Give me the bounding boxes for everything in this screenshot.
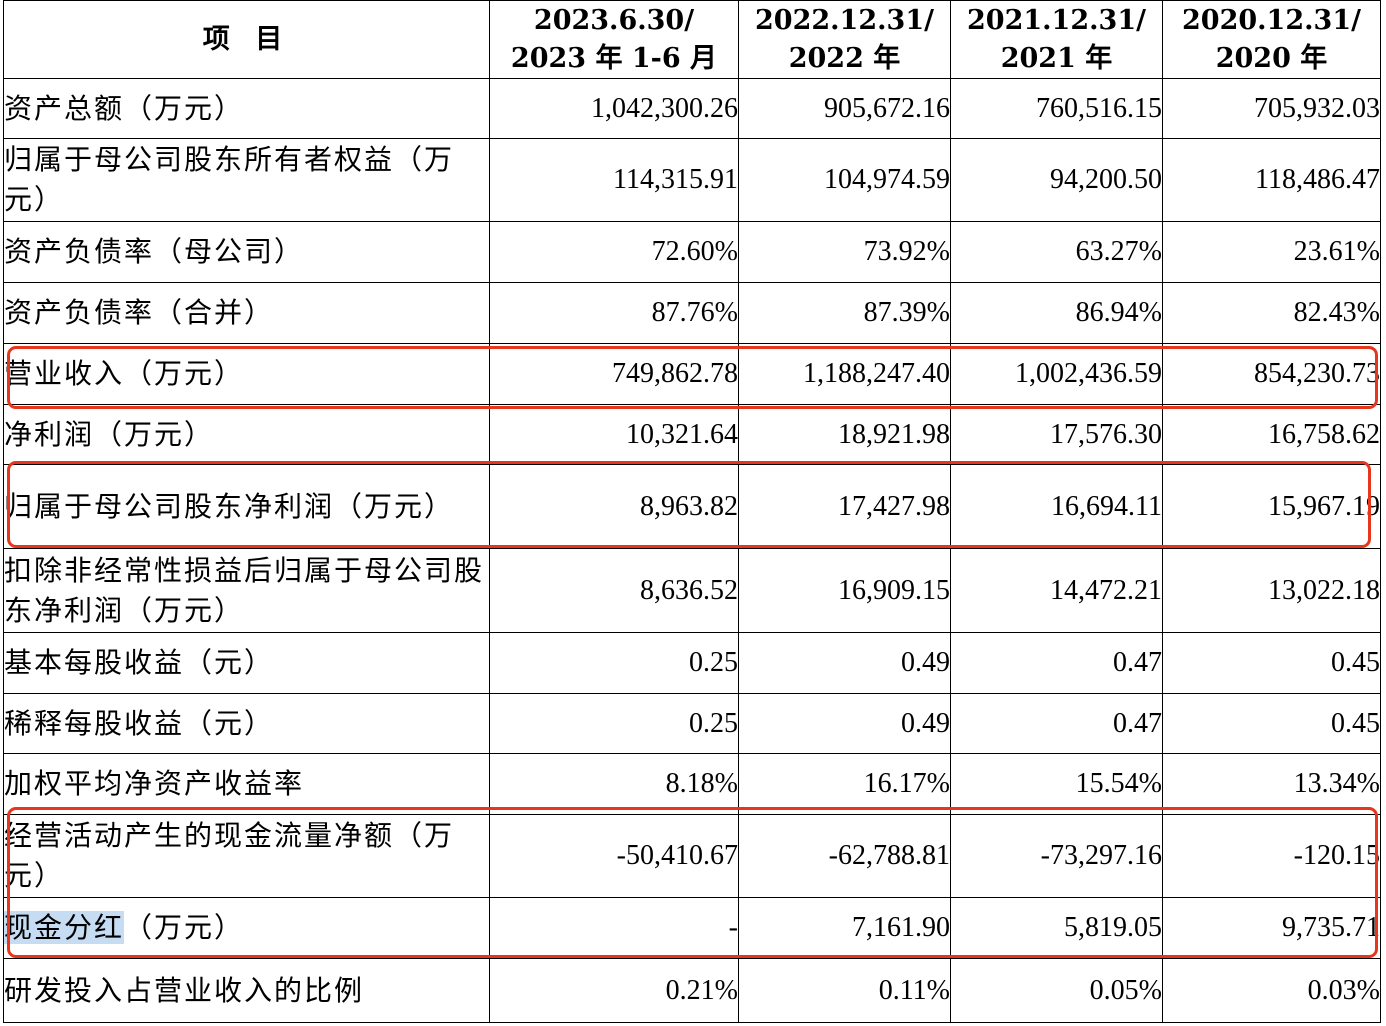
- cell-value: 94,200.50: [950, 138, 1163, 222]
- cell-value: 0.03%: [1162, 958, 1381, 1023]
- row-label: 扣除非经常性损益后归属于母公司股东净利润（万元）: [3, 548, 490, 633]
- cell-value: 72.60%: [489, 221, 739, 283]
- cell-value: 17,427.98: [738, 464, 951, 549]
- table-row: 基本每股收益（元） 0.25 0.49 0.47 0.45: [3, 632, 1381, 694]
- highlight-box-cashflow-dividend: [7, 807, 1378, 958]
- cell-value: -62,788.81: [738, 814, 951, 898]
- row-label: 营业收入（万元）: [3, 343, 490, 405]
- cell-value: 0.49: [738, 632, 951, 694]
- cell-value: 13,022.18: [1162, 548, 1381, 633]
- row-label: 净利润（万元）: [3, 404, 490, 465]
- cell-value: -: [489, 897, 739, 959]
- cell-value: 705,932.03: [1162, 78, 1381, 139]
- cell-value: 18,921.98: [738, 404, 951, 465]
- cell-value: 16,909.15: [738, 548, 951, 633]
- row-label: 资产总额（万元）: [3, 78, 490, 139]
- cell-value: 1,002,436.59: [950, 343, 1163, 405]
- cell-value: 0.45: [1162, 693, 1381, 754]
- row-label: 资产负债率（合并）: [3, 282, 490, 344]
- cell-value: -73,297.16: [950, 814, 1163, 898]
- row-label: 稀释每股收益（元）: [3, 693, 490, 754]
- cell-value: 15,967.19: [1162, 464, 1381, 549]
- cell-value: 13.34%: [1162, 753, 1381, 815]
- row-label: 资产负债率（母公司）: [3, 221, 490, 283]
- cell-value: 854,230.73: [1162, 343, 1381, 405]
- cell-value: 16.17%: [738, 753, 951, 815]
- cell-value: 749,862.78: [489, 343, 739, 405]
- table-row: 加权平均净资产收益率 8.18% 16.17% 15.54% 13.34%: [3, 753, 1381, 815]
- cell-value: 905,672.16: [738, 78, 951, 139]
- header-period: 2021.12.31/2021 年: [950, 0, 1163, 79]
- table-row: 经营活动产生的现金流量净额（万元） -50,410.67 -62,788.81 …: [3, 814, 1381, 898]
- cell-value: 8,636.52: [489, 548, 739, 633]
- cell-value: 0.45: [1162, 632, 1381, 694]
- row-label: 基本每股收益（元）: [3, 632, 490, 694]
- cell-value: 0.11%: [738, 958, 951, 1023]
- cell-value: 16,694.11: [950, 464, 1163, 549]
- table-row: 资产负债率（母公司） 72.60% 73.92% 63.27% 23.61%: [3, 221, 1381, 283]
- financial-data-table: 项 目 2023.6.30/2023 年 1-6 月 2022.12.31/20…: [3, 0, 1381, 1023]
- cell-value: 0.25: [489, 693, 739, 754]
- table-row: 归属于母公司股东所有者权益（万元） 114,315.91 104,974.59 …: [3, 138, 1381, 222]
- table-row: 现金分红（万元） - 7,161.90 5,819.05 9,735.71: [3, 897, 1381, 959]
- header-period: 2023.6.30/2023 年 1-6 月: [489, 0, 739, 79]
- cell-value: 15.54%: [950, 753, 1163, 815]
- highlight-box-net-profit-parent: [7, 461, 1371, 548]
- cell-value: 0.49: [738, 693, 951, 754]
- table-row: 资产负债率（合并） 87.76% 87.39% 86.94% 82.43%: [3, 282, 1381, 344]
- highlight-box-revenue: [7, 346, 1378, 409]
- table-row: 营业收入（万元） 749,862.78 1,188,247.40 1,002,4…: [3, 343, 1381, 405]
- header-period: 2022.12.31/2022 年: [738, 0, 951, 79]
- cell-value: 63.27%: [950, 221, 1163, 283]
- cell-value: 14,472.21: [950, 548, 1163, 633]
- row-label: 加权平均净资产收益率: [3, 753, 490, 815]
- cell-value: -120.15: [1162, 814, 1381, 898]
- cell-value: 118,486.47: [1162, 138, 1381, 222]
- selected-text[interactable]: 现金分红: [4, 911, 125, 944]
- cell-value: 17,576.30: [950, 404, 1163, 465]
- header-item: 项 目: [3, 0, 490, 79]
- cell-value: 87.39%: [738, 282, 951, 344]
- cell-value: 0.25: [489, 632, 739, 694]
- cell-value: 9,735.71: [1162, 897, 1381, 959]
- table-row: 净利润（万元） 10,321.64 18,921.98 17,576.30 16…: [3, 404, 1381, 465]
- cell-value: 73.92%: [738, 221, 951, 283]
- cell-value: 1,042,300.26: [489, 78, 739, 139]
- table-row: 研发投入占营业收入的比例 0.21% 0.11% 0.05% 0.03%: [3, 958, 1381, 1023]
- cell-value: 0.05%: [950, 958, 1163, 1023]
- row-label: 经营活动产生的现金流量净额（万元）: [3, 814, 490, 898]
- cell-value: 114,315.91: [489, 138, 739, 222]
- row-label: 现金分红（万元）: [3, 897, 490, 959]
- cell-value: 0.47: [950, 693, 1163, 754]
- table-row: 扣除非经常性损益后归属于母公司股东净利润（万元） 8,636.52 16,909…: [3, 548, 1381, 633]
- row-label-unit: （万元）: [124, 911, 245, 944]
- row-label: 归属于母公司股东净利润（万元）: [3, 464, 490, 549]
- cell-value: 87.76%: [489, 282, 739, 344]
- cell-value: 0.21%: [489, 958, 739, 1023]
- cell-value: 760,516.15: [950, 78, 1163, 139]
- cell-value: 8.18%: [489, 753, 739, 815]
- cell-value: 82.43%: [1162, 282, 1381, 344]
- row-label: 研发投入占营业收入的比例: [3, 958, 490, 1023]
- cell-value: 7,161.90: [738, 897, 951, 959]
- table-row: 资产总额（万元） 1,042,300.26 905,672.16 760,516…: [3, 78, 1381, 139]
- cell-value: 5,819.05: [950, 897, 1163, 959]
- cell-value: 104,974.59: [738, 138, 951, 222]
- cell-value: 16,758.62: [1162, 404, 1381, 465]
- cell-value: 10,321.64: [489, 404, 739, 465]
- cell-value: 23.61%: [1162, 221, 1381, 283]
- table-row: 稀释每股收益（元） 0.25 0.49 0.47 0.45: [3, 693, 1381, 754]
- cell-value: 0.47: [950, 632, 1163, 694]
- header-period: 2020.12.31/2020 年: [1162, 0, 1381, 79]
- cell-value: 86.94%: [950, 282, 1163, 344]
- table-header-row: 项 目 2023.6.30/2023 年 1-6 月 2022.12.31/20…: [3, 0, 1381, 79]
- row-label: 归属于母公司股东所有者权益（万元）: [3, 138, 490, 222]
- cell-value: -50,410.67: [489, 814, 739, 898]
